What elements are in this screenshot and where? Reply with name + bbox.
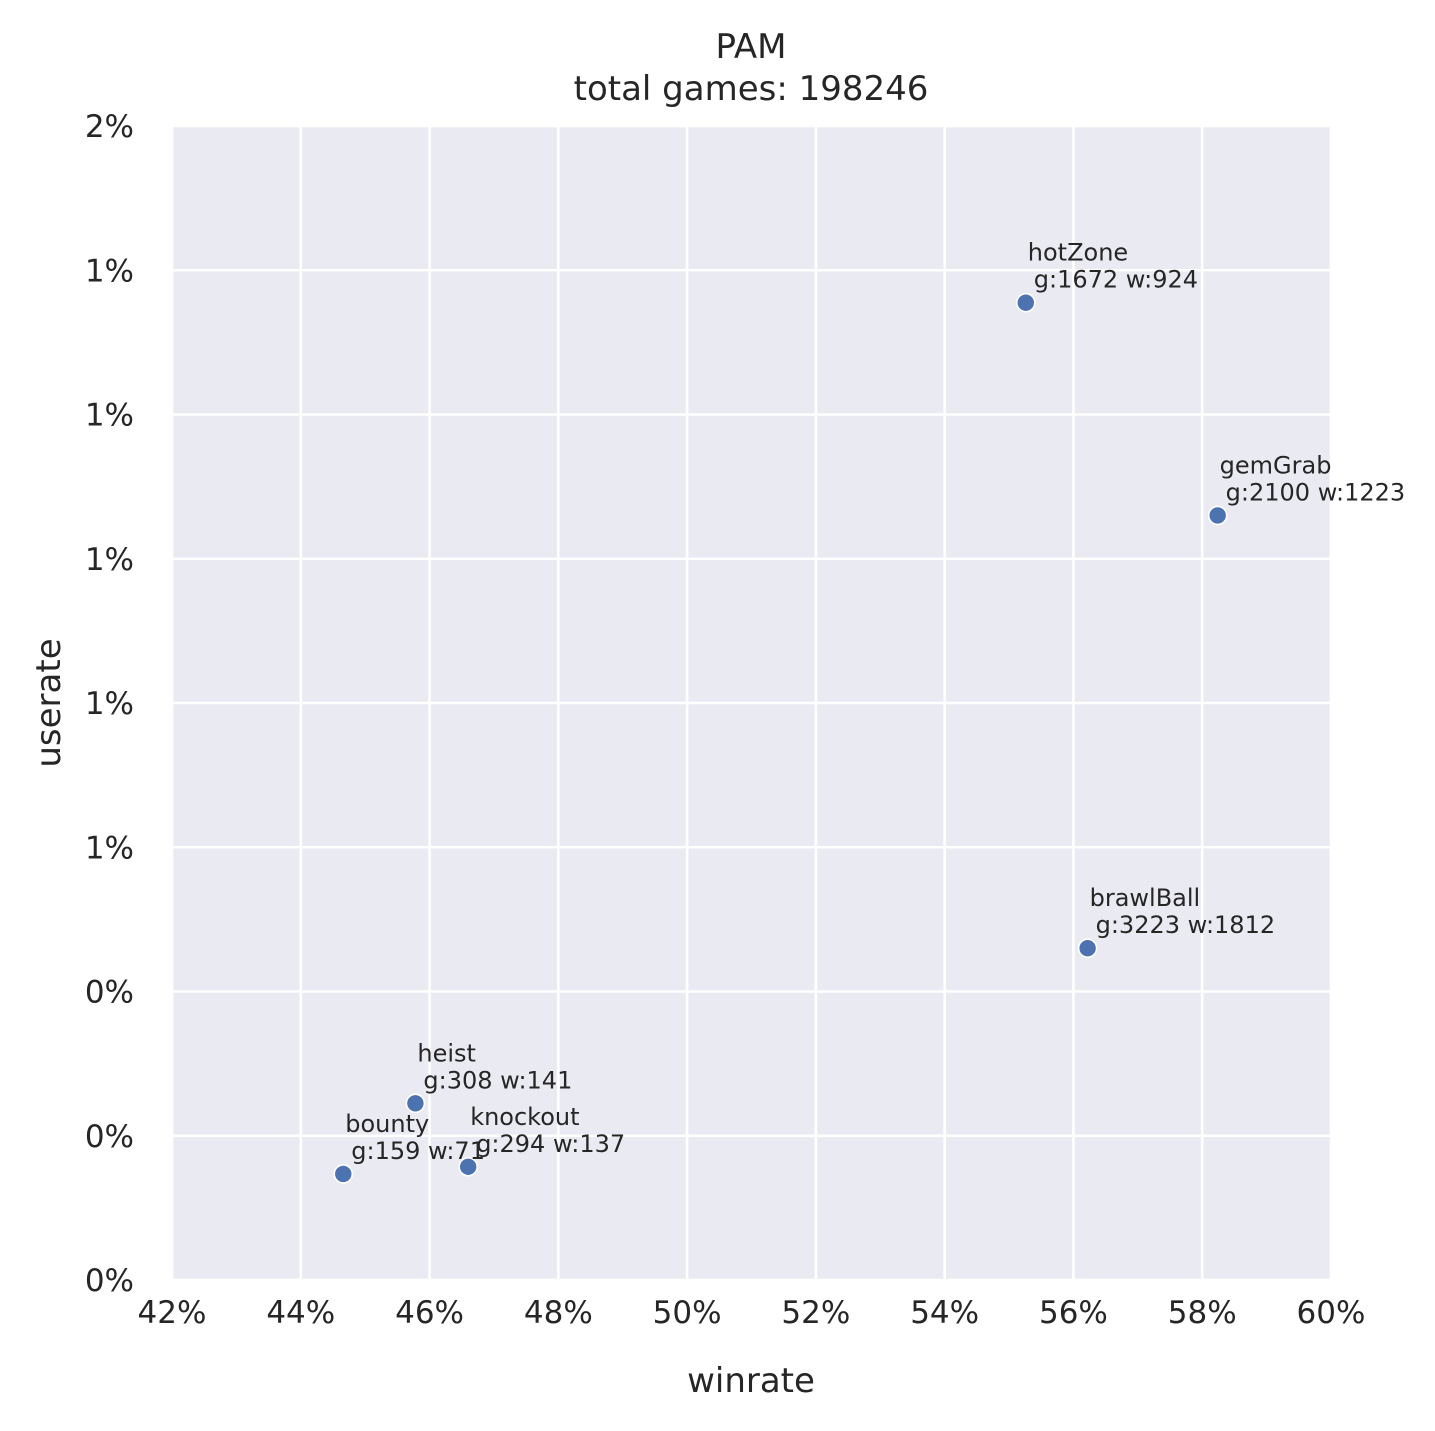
- point-label-name: heist: [417, 1039, 476, 1067]
- x-tick-label: 54%: [910, 1295, 979, 1331]
- data-point-gemGrab: [1207, 505, 1228, 526]
- data-point-heist: [405, 1093, 426, 1114]
- data-point-hotZone: [1015, 292, 1036, 313]
- y-tick-label: 1%: [85, 398, 134, 434]
- point-label-name: bounty: [345, 1110, 429, 1138]
- x-tick-label: 58%: [1168, 1295, 1237, 1331]
- chart-subtitle: total games: 198246: [574, 69, 929, 109]
- point-label-stats: g:159 w:71: [351, 1137, 485, 1165]
- x-axis-label: winrate: [687, 1361, 815, 1401]
- point-label-name: hotZone: [1028, 239, 1128, 267]
- point-label-stats: g:294 w:137: [476, 1130, 625, 1158]
- y-tick-label: 2%: [85, 109, 134, 145]
- point-label-name: brawlBall: [1090, 884, 1201, 912]
- data-point-knockout: [458, 1156, 478, 1177]
- chart-title: PAM: [716, 27, 787, 67]
- x-tick-label: 60%: [1297, 1295, 1366, 1331]
- point-label-stats: g:2100 w:1223: [1226, 478, 1406, 506]
- point-label-stats: g:1672 w:924: [1034, 266, 1198, 294]
- point-label-stats: g:3223 w:1812: [1096, 911, 1276, 939]
- x-tick-label: 48%: [524, 1295, 593, 1331]
- x-tick-label: 56%: [1039, 1295, 1108, 1331]
- x-tick-label: 50%: [653, 1295, 722, 1331]
- x-tick-label: 44%: [266, 1295, 335, 1331]
- y-tick-label: 1%: [85, 686, 134, 722]
- data-point-bounty: [333, 1164, 354, 1184]
- y-tick-label: 1%: [85, 253, 134, 289]
- point-label-name: gemGrab: [1220, 451, 1332, 479]
- grid-lines: [170, 124, 1333, 1282]
- x-tick-labels: 42% 44% 46% 48% 50% 52% 54% 56% 58% 60%: [138, 1295, 1366, 1331]
- x-tick-label: 52%: [781, 1295, 850, 1331]
- y-tick-label: 0%: [85, 975, 134, 1011]
- point-label-name: knockout: [470, 1103, 579, 1131]
- x-tick-label: 46%: [395, 1295, 464, 1331]
- y-tick-label: 1%: [85, 830, 134, 866]
- data-points: [333, 292, 1228, 1184]
- x-tick-label: 42%: [138, 1295, 207, 1331]
- y-tick-label: 0%: [85, 1119, 134, 1155]
- y-tick-label: 1%: [85, 542, 134, 578]
- data-point-brawlBall: [1077, 938, 1098, 959]
- y-axis-label: userate: [29, 638, 69, 767]
- point-label-stats: g:308 w:141: [423, 1066, 572, 1094]
- y-tick-label: 0%: [85, 1263, 134, 1299]
- y-tick-labels: 0% 0% 0% 1% 1% 1% 1% 1% 2%: [85, 109, 134, 1299]
